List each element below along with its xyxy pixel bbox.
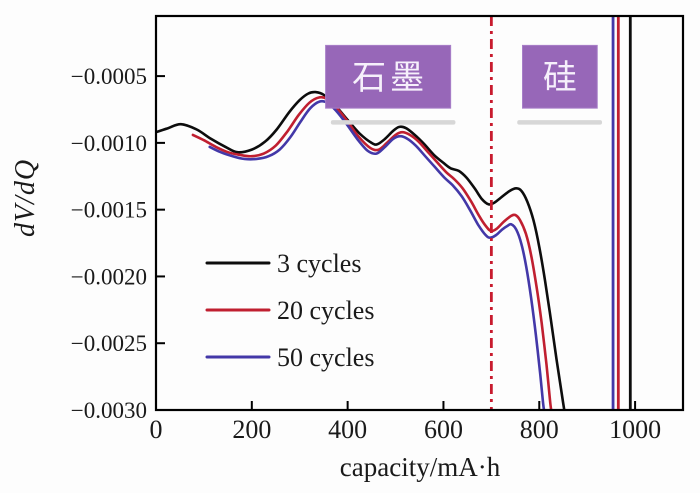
annotation-graphite: 石墨 [325, 44, 456, 125]
legend: 3 cycles 20 cycles 50 cycles [205, 249, 374, 372]
legend-label-50-cycles: 50 cycles [277, 343, 374, 372]
legend-item-3-cycles: 3 cycles [205, 249, 361, 278]
x-tick-label: 200 [232, 415, 271, 444]
x-tick-label: 0 [150, 415, 163, 444]
y-axis-title: dV/dQ [10, 158, 41, 238]
legend-item-50-cycles: 50 cycles [205, 343, 374, 372]
y-tick-label: −0.0005 [71, 64, 147, 89]
annotation-box-silicon [522, 44, 598, 109]
x-tick-label: 400 [328, 415, 367, 444]
series-line-3-cycles [156, 90, 566, 410]
axes-frame [154, 14, 685, 412]
y-tick-label: −0.0015 [71, 198, 147, 223]
y-tick-label: −0.0020 [71, 264, 147, 289]
y-tick-label: −0.0025 [71, 331, 147, 356]
annotation-label-graphite: 石墨 [352, 60, 428, 97]
x-axis-title: capacity/mA·h [339, 452, 501, 482]
annotation-box-graphite [325, 44, 452, 109]
annotation-underline-graphite [330, 120, 456, 125]
annotation-underline-silicon [517, 120, 603, 125]
legend-label-20-cycles: 20 cycles [277, 296, 374, 325]
legend-item-20-cycles: 20 cycles [205, 296, 374, 325]
series-line-20-cycles [191, 95, 553, 410]
legend-label-3-cycles: 3 cycles [277, 249, 361, 278]
annotation-silicon: 硅 [517, 44, 603, 125]
curves-group [156, 16, 632, 410]
x-tick-label: 800 [520, 415, 559, 444]
x-tick-label: 600 [424, 415, 463, 444]
series-line-50-cycles [208, 99, 546, 410]
annotation-label-silicon: 硅 [543, 59, 581, 97]
y-tick-label: −0.0010 [71, 131, 147, 156]
x-tick-label: 1000 [609, 415, 661, 444]
y-tick-label: −0.0030 [71, 398, 147, 423]
